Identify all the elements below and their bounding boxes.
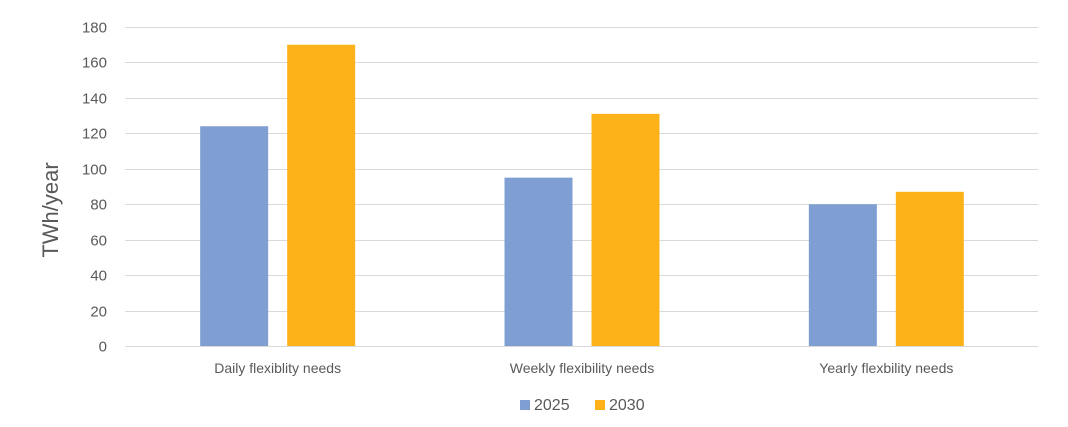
y-axis-ticks: 0 20 40 60 80 100 120 140 160 180 (82, 20, 107, 356)
legend: 2025 2030 (520, 397, 645, 414)
legend-swatch-2025 (520, 400, 530, 410)
x-category-label: Yearly flexbility needs (819, 360, 953, 376)
x-category-label: Daily flexiblity needs (214, 360, 341, 376)
gridlines (125, 27, 1038, 347)
y-tick-label: 40 (90, 268, 107, 285)
x-axis-category-labels: Daily flexiblity needs Weekly flexibility… (214, 360, 953, 376)
y-tick-label: 100 (82, 162, 107, 179)
y-tick-label: 80 (90, 197, 107, 214)
bars (200, 44, 964, 346)
y-tick-label: 140 (82, 91, 107, 108)
y-tick-label: 120 (82, 126, 107, 143)
bar-2030-1 (287, 44, 356, 346)
bar-2030-3 (895, 191, 964, 346)
legend-label-2030: 2030 (609, 397, 645, 414)
x-category-label: Weekly flexibility needs (510, 360, 654, 376)
bar-2025-1 (200, 126, 269, 346)
bar-2025-3 (808, 204, 877, 346)
y-tick-label: 60 (90, 233, 107, 250)
bar-2030-2 (591, 113, 660, 346)
bar-2025-2 (504, 177, 573, 346)
y-axis-label: TWh/year (38, 162, 63, 257)
legend-label-2025: 2025 (534, 397, 570, 414)
y-tick-label: 0 (99, 339, 107, 356)
legend-swatch-2030 (595, 400, 605, 410)
y-tick-label: 20 (90, 304, 107, 321)
y-tick-label: 180 (82, 20, 107, 37)
y-tick-label: 160 (82, 55, 107, 72)
